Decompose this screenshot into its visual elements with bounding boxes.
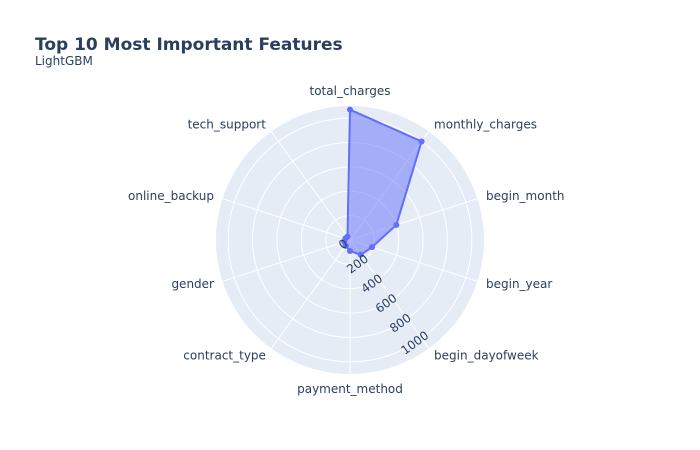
angular-label-begin_year: begin_year <box>486 277 552 291</box>
radar-point-tech_support <box>344 233 351 240</box>
angular-label-monthly_charges: monthly_charges <box>434 117 537 131</box>
radar-point-payment_method <box>347 247 353 254</box>
angular-label-total_charges: total_charges <box>310 84 391 98</box>
angular-grid-line-8 <box>222 198 351 241</box>
angular-label-contract_type: contract_type <box>183 349 266 363</box>
angular-label-online_backup: online_backup <box>128 189 214 203</box>
angular-label-begin_month: begin_month <box>486 189 565 203</box>
angular-grid-line-7 <box>222 239 351 282</box>
chart-subtitle: LightGBM <box>35 54 93 68</box>
radar-point-begin_month <box>393 221 400 228</box>
angular-label-begin_dayofweek: begin_dayofweek <box>434 349 539 363</box>
radar-point-begin_year <box>369 244 376 251</box>
angular-axis-labels: total_charges monthly_charges begin_monthb… <box>128 84 565 396</box>
radar-point-monthly_charges <box>418 138 425 145</box>
radar-point-total_charges <box>347 106 353 113</box>
angular-grid-line-6 <box>270 239 351 349</box>
radar-trace <box>341 106 425 258</box>
angular-label-gender: gender <box>171 277 214 291</box>
angular-label-tech_support: tech_support <box>188 117 267 131</box>
angular-label-payment_method: payment_method <box>297 382 403 396</box>
angular-grid-line-4 <box>349 239 430 349</box>
chart-title: Top 10 Most Important Features <box>35 35 343 55</box>
angular-grid-line-9 <box>270 131 351 241</box>
radar-point-begin_dayofweek <box>357 251 364 258</box>
